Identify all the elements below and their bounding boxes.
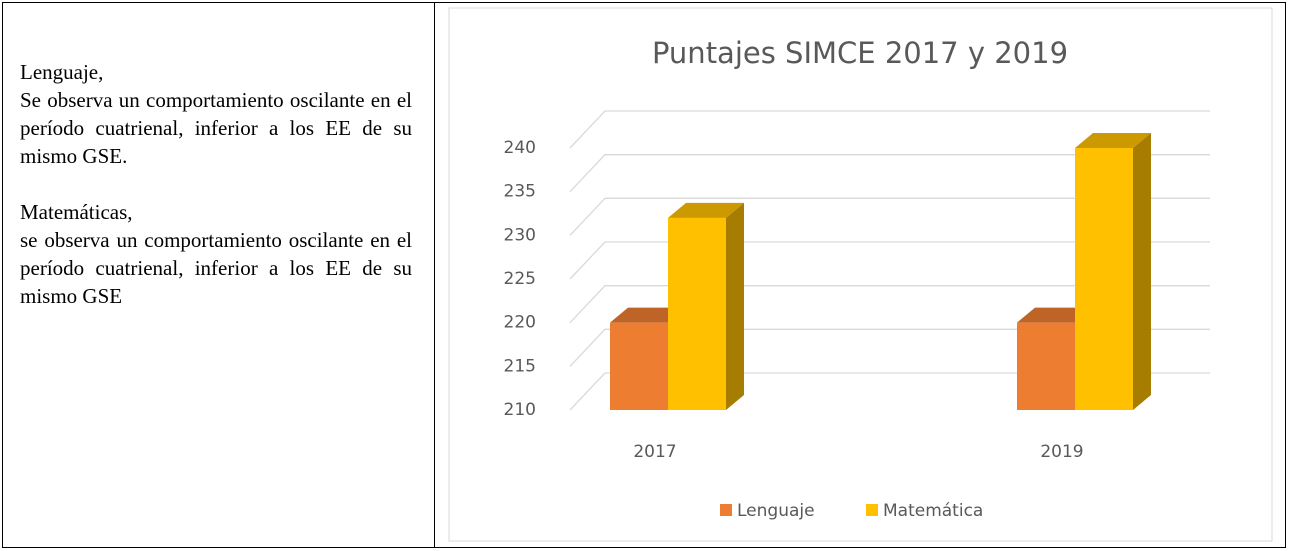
bar-top <box>1075 133 1151 148</box>
y-tick-label: 215 <box>504 356 536 376</box>
x-tick-label: 2019 <box>1040 442 1083 462</box>
legend-label: Lenguaje <box>737 501 815 521</box>
y-tick-label: 235 <box>504 182 536 202</box>
grid-line <box>569 110 1210 149</box>
x-tick-label: 2017 <box>633 442 676 462</box>
grid-line <box>569 241 1210 280</box>
grid-line <box>569 328 1210 367</box>
paragraph-heading: Lenguaje, <box>20 60 104 84</box>
bar-front <box>1075 148 1133 410</box>
legend-swatch <box>720 504 732 516</box>
paragraph: Lenguaje, Se observa un comportamiento os… <box>20 58 412 170</box>
cell-divider <box>434 2 435 548</box>
chart-title: Puntajes SIMCE 2017 y 2019 <box>652 36 1068 70</box>
bar-top <box>610 307 686 323</box>
legend-swatch <box>866 504 878 516</box>
grid-line <box>569 372 1210 411</box>
y-tick-label: 220 <box>504 313 536 333</box>
y-tick-label: 230 <box>504 225 536 245</box>
grid-line <box>569 197 1210 236</box>
paragraph-body: Se observa un comportamiento oscilante e… <box>20 88 412 168</box>
paragraph: Matemáticas, se observa un comportamiento… <box>20 198 412 310</box>
paragraph-body: se observa un comportamiento oscilante e… <box>20 228 412 308</box>
bar-front <box>610 322 668 410</box>
bar-front <box>1017 322 1075 410</box>
y-tick-label: 225 <box>504 269 536 289</box>
bar-side <box>1133 133 1151 410</box>
bar-top <box>1017 307 1093 323</box>
text-cell: Lenguaje, Se observa un comportamiento os… <box>20 58 412 338</box>
bar-front <box>668 217 726 410</box>
bar-side <box>726 202 744 410</box>
legend-label: Matemática <box>883 501 983 521</box>
grid-line <box>569 154 1210 193</box>
paragraph-heading: Matemáticas, <box>20 200 133 224</box>
y-tick-label: 240 <box>504 138 536 158</box>
grid-line <box>569 285 1210 324</box>
y-tick-label: 210 <box>504 400 536 420</box>
bar-top <box>668 202 744 218</box>
